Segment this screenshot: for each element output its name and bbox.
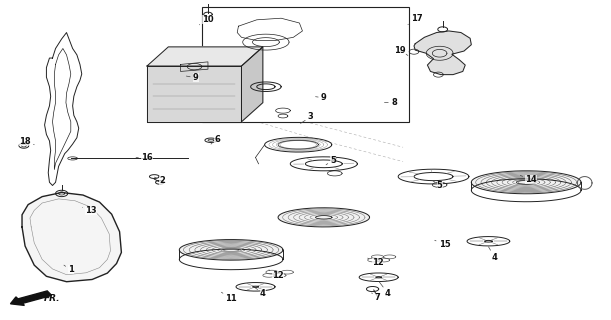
- Text: 15: 15: [435, 240, 450, 249]
- Polygon shape: [241, 47, 263, 122]
- Text: 2: 2: [155, 176, 165, 185]
- Text: 10: 10: [199, 15, 214, 25]
- Text: 16: 16: [136, 153, 153, 162]
- Text: 12: 12: [269, 270, 284, 280]
- Text: FR.: FR.: [43, 294, 60, 303]
- Text: 14: 14: [520, 175, 537, 184]
- Polygon shape: [179, 240, 283, 260]
- FancyArrow shape: [10, 291, 52, 305]
- Text: 5: 5: [326, 156, 336, 165]
- Polygon shape: [147, 47, 263, 66]
- Text: 4: 4: [489, 247, 497, 262]
- Text: 4: 4: [255, 288, 266, 298]
- Text: 6: 6: [211, 135, 220, 144]
- Text: 11: 11: [221, 292, 237, 303]
- Bar: [202, 7, 409, 122]
- Polygon shape: [22, 193, 122, 282]
- Text: 18: 18: [20, 137, 34, 146]
- Polygon shape: [278, 208, 370, 227]
- Text: 12: 12: [368, 258, 383, 267]
- Text: 7: 7: [371, 293, 380, 302]
- Text: 9: 9: [315, 93, 327, 102]
- Polygon shape: [414, 31, 471, 75]
- Text: 1: 1: [64, 265, 74, 275]
- Text: 17: 17: [408, 14, 422, 25]
- Text: 19: 19: [394, 45, 408, 55]
- Text: 9: 9: [186, 73, 199, 82]
- Polygon shape: [147, 66, 241, 122]
- Text: 8: 8: [384, 98, 397, 107]
- Text: 4: 4: [379, 282, 391, 298]
- Text: 5: 5: [433, 181, 442, 190]
- Text: 3: 3: [301, 113, 313, 124]
- Text: 13: 13: [82, 206, 97, 215]
- Polygon shape: [471, 171, 581, 194]
